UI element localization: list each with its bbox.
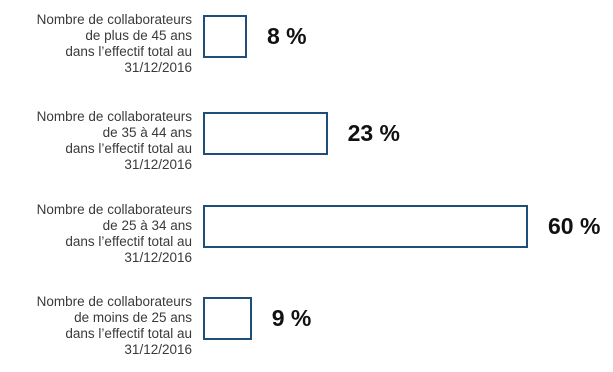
bar [203,297,252,340]
category-label: Nombre de collaborateurs de moins de 25 … [36,294,192,357]
category-label: Nombre de collaborateurs de plus de 45 a… [36,12,192,75]
bar [203,112,328,155]
bar [203,15,247,58]
data-label: 23 % [347,120,401,146]
bar [203,205,528,248]
data-label: 8 % [267,23,307,49]
data-label: 60 % [548,213,601,239]
category-label: Nombre de collaborateurs de 25 à 34 ans … [36,202,192,265]
data-label: 9 % [271,305,312,331]
category-label: Nombre de collaborateurs de 35 à 44 ans … [36,109,192,172]
